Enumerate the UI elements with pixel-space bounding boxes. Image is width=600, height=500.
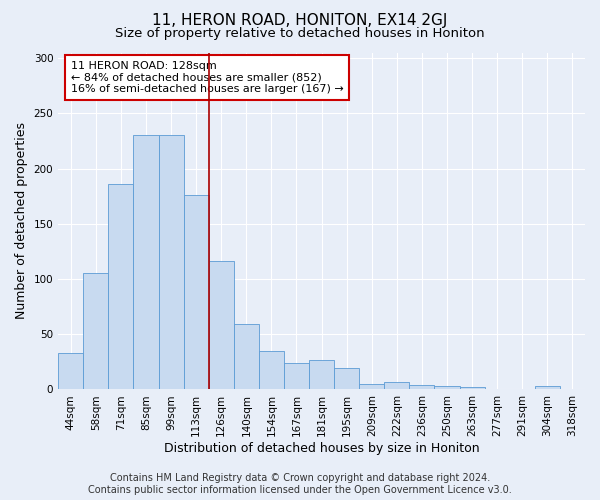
X-axis label: Distribution of detached houses by size in Honiton: Distribution of detached houses by size … <box>164 442 479 455</box>
Text: 11, HERON ROAD, HONITON, EX14 2GJ: 11, HERON ROAD, HONITON, EX14 2GJ <box>152 12 448 28</box>
Bar <box>434 386 460 390</box>
Text: 11 HERON ROAD: 128sqm
← 84% of detached houses are smaller (852)
16% of semi-det: 11 HERON ROAD: 128sqm ← 84% of detached … <box>71 61 343 94</box>
Bar <box>460 387 485 390</box>
Y-axis label: Number of detached properties: Number of detached properties <box>15 122 28 320</box>
Bar <box>259 351 284 390</box>
Bar <box>284 363 309 390</box>
Bar <box>83 274 109 390</box>
Bar <box>58 353 83 390</box>
Bar <box>309 360 334 390</box>
Bar <box>158 136 184 390</box>
Bar <box>334 368 359 390</box>
Bar <box>535 386 560 390</box>
Bar <box>109 184 133 390</box>
Bar <box>234 324 259 390</box>
Bar <box>184 195 209 390</box>
Bar <box>409 385 434 390</box>
Bar <box>385 382 409 390</box>
Bar <box>359 384 385 390</box>
Bar <box>133 136 158 390</box>
Text: Size of property relative to detached houses in Honiton: Size of property relative to detached ho… <box>115 28 485 40</box>
Text: Contains HM Land Registry data © Crown copyright and database right 2024.
Contai: Contains HM Land Registry data © Crown c… <box>88 474 512 495</box>
Bar <box>209 262 234 390</box>
